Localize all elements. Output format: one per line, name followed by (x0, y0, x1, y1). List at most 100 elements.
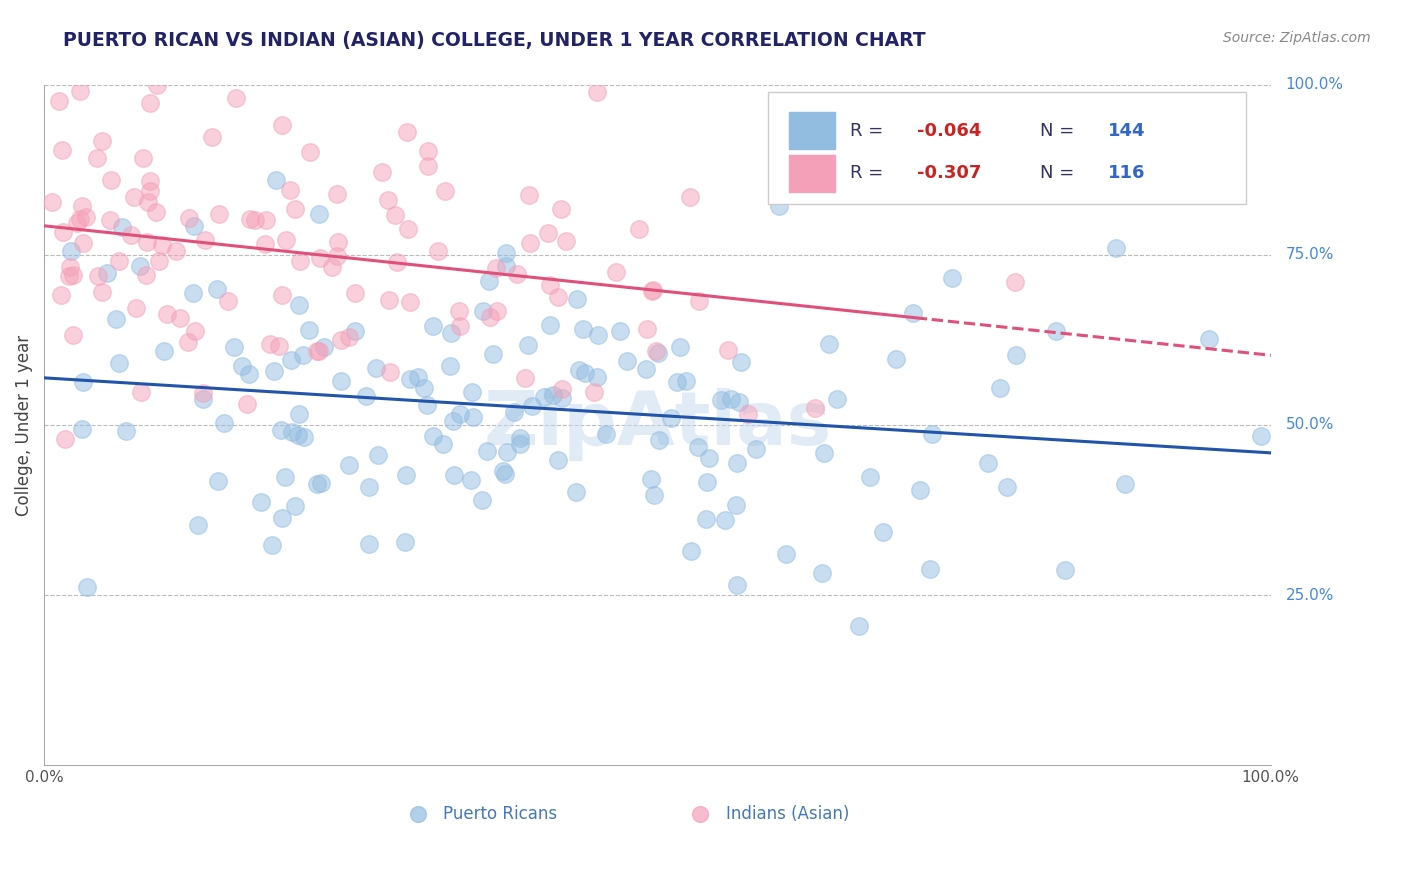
Point (645, 344, 668, 359)
Point (288, 407, 311, 421)
Point (679, 190, 702, 204)
Point (259, 336, 281, 351)
Text: 50.0%: 50.0% (1285, 417, 1334, 433)
Point (543, 388, 565, 402)
Point (1005, 348, 1028, 362)
Point (53, 433, 76, 447)
Point (280, 352, 302, 367)
Point (191, 386, 214, 401)
Point (921, 426, 943, 441)
Text: PUERTO RICAN VS INDIAN (ASIAN) COLLEGE, UNDER 1 YEAR CORRELATION CHART: PUERTO RICAN VS INDIAN (ASIAN) COLLEGE, … (63, 31, 927, 50)
Point (90, 134, 112, 148)
Point (114, 424, 136, 438)
Point (155, 307, 177, 321)
Point (495, 245, 517, 260)
Point (502, 405, 524, 419)
Point (208, 207, 231, 221)
Point (281, 425, 304, 440)
Point (565, 484, 588, 499)
Point (354, 389, 377, 403)
Point (627, 222, 650, 236)
Text: N =: N = (1040, 121, 1080, 139)
Point (730, 354, 752, 368)
Point (193, 233, 215, 247)
Point (273, 470, 295, 484)
Text: 116: 116 (1108, 164, 1144, 182)
Point (588, 327, 610, 342)
Point (1250, 429, 1272, 443)
Point (207, 474, 229, 488)
Point (329, 374, 352, 388)
Point (537, 226, 560, 240)
Point (643, 488, 665, 502)
Point (76, 580, 98, 594)
Point (136, 235, 159, 249)
Point (813, 445, 835, 459)
Bar (789, 112, 835, 149)
Point (696, 475, 718, 490)
Point (565, 292, 588, 306)
Point (254, 212, 277, 227)
Point (586, 370, 609, 384)
Point (681, 543, 703, 558)
Point (339, 458, 361, 472)
Point (72, 422, 94, 436)
Point (108, 356, 131, 370)
Point (520, 399, 543, 413)
Point (148, 253, 170, 268)
Point (605, 265, 627, 279)
Point (187, 517, 209, 532)
Point (641, 284, 664, 298)
Point (609, 324, 631, 338)
Text: 25.0%: 25.0% (1285, 588, 1334, 602)
Point (169, 311, 191, 326)
Point (287, 428, 309, 442)
Point (278, 183, 301, 197)
Point (810, 566, 832, 580)
Point (344, 285, 367, 300)
Point (728, 394, 751, 409)
Point (463, 409, 485, 424)
Point (582, 385, 605, 400)
Point (69, 84, 91, 98)
Point (659, 411, 682, 425)
Point (595, 426, 617, 441)
Point (406, 370, 429, 384)
Point (443, 467, 465, 482)
Point (995, 480, 1018, 494)
Point (152, 344, 174, 359)
Point (901, 306, 924, 320)
Text: -0.307: -0.307 (918, 164, 981, 182)
Point (509, 431, 531, 445)
Point (460, 473, 482, 487)
Point (284, 202, 307, 216)
Point (695, 512, 717, 526)
Point (264, 173, 287, 187)
Point (725, 578, 748, 592)
Text: 144: 144 (1108, 121, 1144, 139)
Point (299, 145, 322, 159)
Point (254, 236, 277, 251)
Point (139, 95, 162, 110)
Point (384, 208, 406, 222)
Point (260, 538, 283, 552)
Point (110, 219, 132, 234)
Point (131, 151, 153, 165)
Point (87, 269, 110, 284)
Point (406, 807, 429, 822)
Point (494, 467, 516, 481)
Point (768, 199, 790, 213)
Point (238, 368, 260, 382)
Point (165, 244, 187, 258)
Point (422, 318, 444, 333)
Point (495, 444, 517, 458)
Point (396, 125, 419, 139)
Point (48, 94, 70, 108)
Point (75, 210, 97, 224)
Text: 100.0%: 100.0% (1285, 78, 1344, 93)
Point (298, 323, 321, 337)
Point (100, 173, 122, 187)
Point (385, 255, 408, 269)
Point (697, 451, 720, 466)
Point (243, 212, 266, 227)
